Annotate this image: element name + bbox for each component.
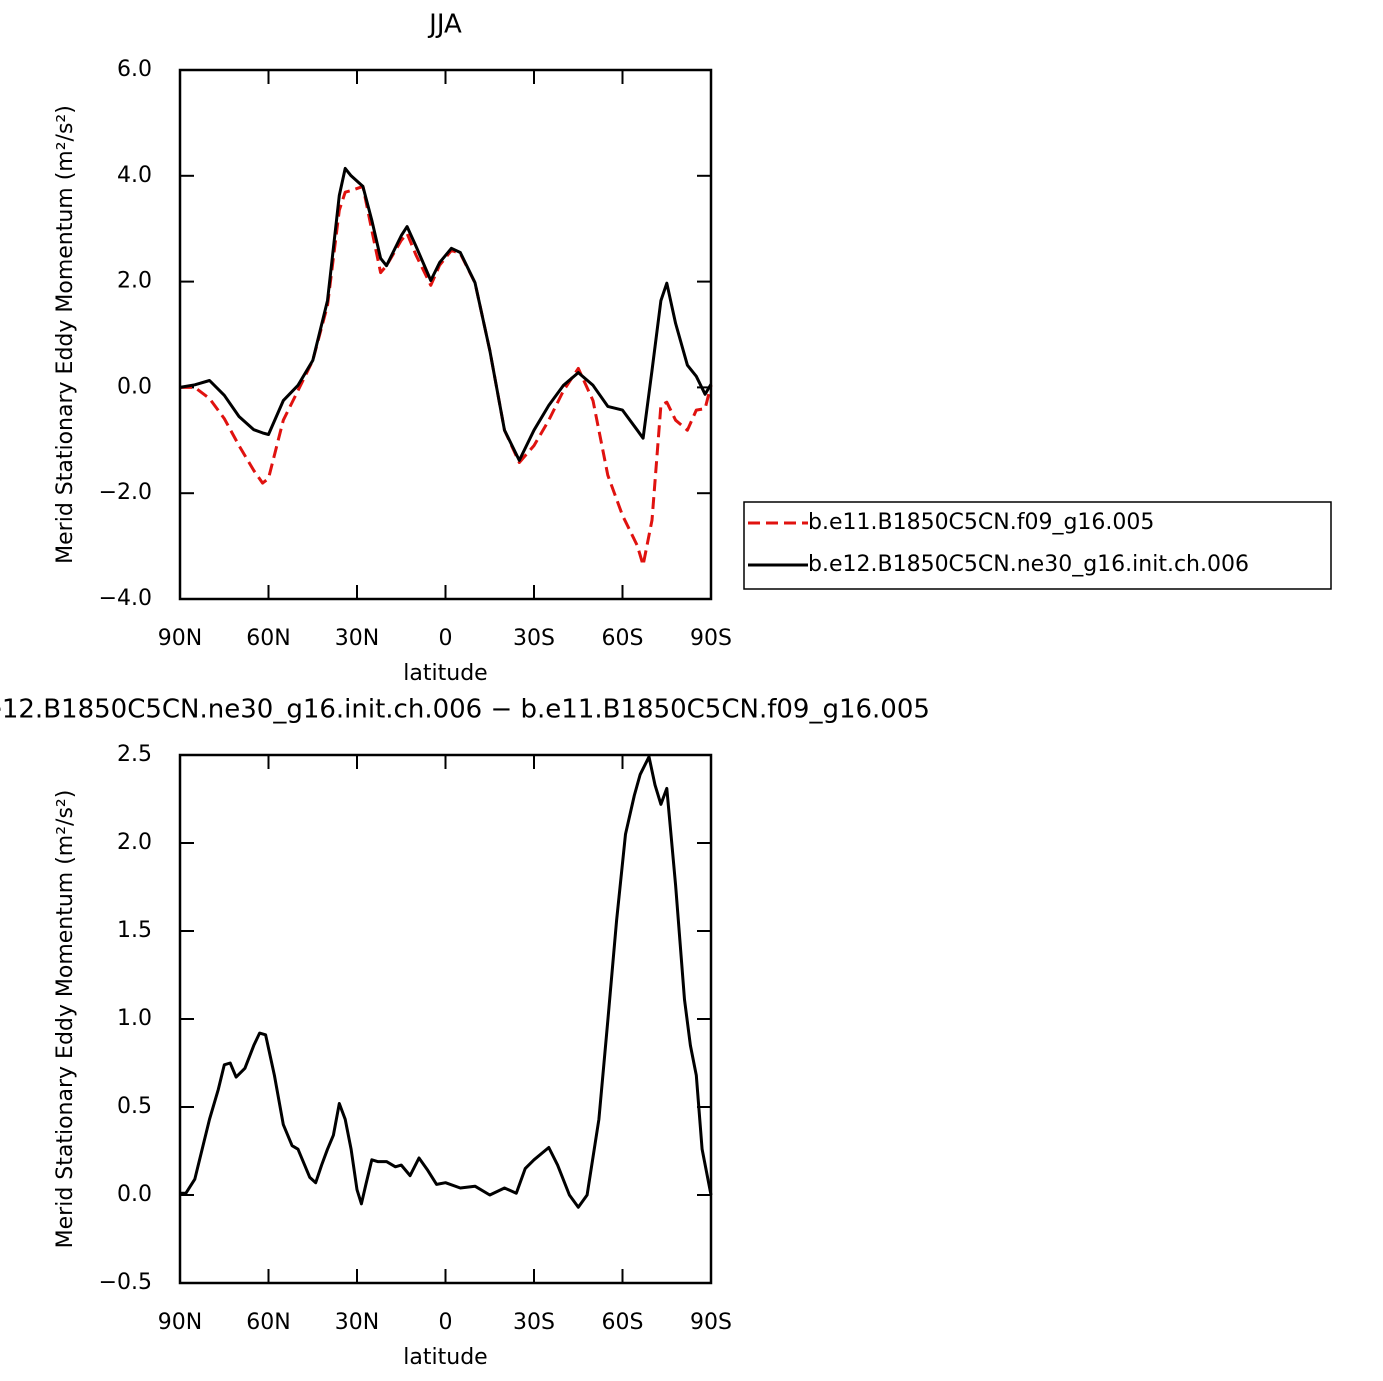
x-tick-label: 30S [513,1310,555,1335]
legend-label: b.e12.B1850C5CN.ne30_g16.init.ch.006 [808,552,1249,577]
x-tick-label: 60S [602,626,644,651]
y-tick-label: 1.0 [117,1006,152,1031]
x-tick-label: 0 [439,1310,453,1335]
x-tick-label: 90N [158,626,202,651]
y-axis-label: Merid Stationary Eddy Momentum (m²/s²) [53,105,78,564]
y-tick-label: −4.0 [99,586,152,611]
x-tick-label: 90S [690,626,732,651]
data-line [180,184,713,567]
legend-box [743,501,1332,590]
chart-title: b.e12.B1850C5CN.ne30_g16.init.ch.006 − b… [0,695,930,725]
y-tick-label: −0.5 [99,1270,152,1295]
y-axis-label: Merid Stationary Eddy Momentum (m²/s²) [53,790,78,1249]
y-tick-label: 4.0 [117,163,152,188]
y-tick-label: 0.0 [117,374,152,399]
y-tick-label: 2.0 [117,830,152,855]
x-tick-label: 0 [439,626,453,651]
x-tick-label: 60N [246,626,290,651]
plot-frame [178,68,713,601]
x-tick-label: 30S [513,626,555,651]
x-axis-label: latitude [403,1345,487,1370]
x-tick-label: 30N [335,1310,379,1335]
x-tick-label: 90S [690,1310,732,1335]
x-tick-label: 60N [246,1310,290,1335]
chart-title: JJA [427,10,462,40]
y-tick-label: 2.0 [117,269,152,294]
plot-frame [178,753,713,1285]
x-axis-label: latitude [403,661,487,686]
data-line [180,755,713,1209]
y-tick-label: 1.5 [117,918,152,943]
legend-label: b.e11.B1850C5CN.f09_g16.005 [808,510,1154,535]
y-tick-label: 6.0 [117,57,152,82]
x-tick-label: 30N [335,626,379,651]
y-tick-label: 0.5 [117,1094,152,1119]
x-tick-label: 90N [158,1310,202,1335]
x-tick-label: 60S [602,1310,644,1335]
y-tick-label: 2.5 [117,742,152,767]
data-line [179,166,713,462]
y-tick-label: −2.0 [99,480,152,505]
y-tick-label: 0.0 [117,1182,152,1207]
